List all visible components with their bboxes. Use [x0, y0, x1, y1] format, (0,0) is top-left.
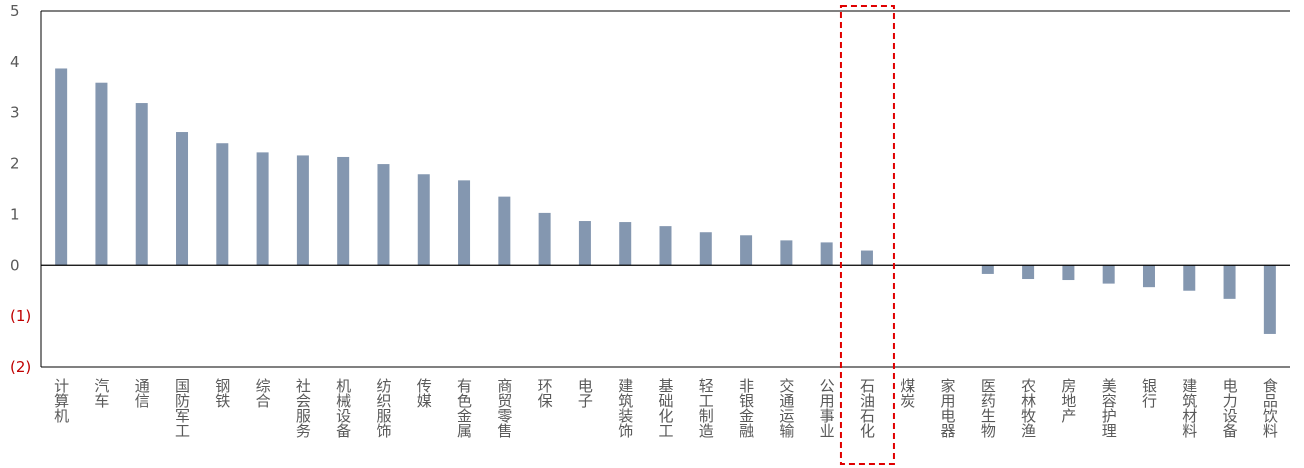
bar-环保 — [538, 212, 551, 266]
bar-美容护理 — [1102, 265, 1115, 284]
y-tick-label: (2) — [10, 358, 31, 376]
x-tick-label: 通信 — [133, 378, 151, 408]
x-tick-label: 电子 — [576, 378, 594, 408]
x-tick-label: 银行 — [1140, 378, 1158, 409]
x-tick-label: 钢铁 — [213, 378, 231, 408]
y-tick-label: (1) — [10, 307, 31, 325]
x-tick-label: 传媒 — [415, 378, 433, 408]
bar-农林牧渔 — [1022, 265, 1035, 280]
bar-社会服务 — [296, 155, 309, 266]
x-tick-label: 环保 — [536, 378, 554, 408]
x-tick-label: 汽车 — [92, 378, 110, 408]
x-tick-label: 交通运输 — [777, 377, 795, 438]
x-tick-label: 石油石化 — [858, 378, 876, 438]
bar-计算机 — [55, 68, 68, 266]
x-tick-label: 非银金融 — [737, 378, 755, 438]
y-axis-tick-labels: 5 4 3 2 1 0 (1) (2) — [10, 2, 31, 376]
x-tick-label: 计算机 — [52, 378, 70, 424]
bar-轻工制造 — [699, 232, 712, 266]
bar-医药生物 — [981, 265, 994, 274]
y-tick-label: 5 — [10, 2, 20, 20]
x-tick-label: 农林牧渔 — [1019, 378, 1037, 438]
bar-机械设备 — [337, 156, 350, 266]
bar-钢铁 — [216, 143, 229, 266]
bar-交通运输 — [780, 240, 793, 266]
bar-建筑材料 — [1183, 265, 1196, 291]
x-tick-label: 家用电器 — [939, 378, 957, 438]
bar-商贸零售 — [498, 196, 511, 266]
x-tick-label: 电力设备 — [1221, 378, 1239, 438]
y-tick-label: 3 — [10, 104, 20, 122]
y-tick-label: 4 — [10, 53, 20, 71]
bar-房地产 — [1062, 265, 1075, 281]
x-tick-label: 美容护理 — [1100, 378, 1118, 438]
x-tick-label: 轻工制造 — [697, 378, 715, 439]
x-tick-label: 建筑装饰 — [616, 378, 634, 438]
y-tick-label: 0 — [10, 256, 20, 274]
bar-建筑装饰 — [619, 222, 632, 266]
bar-非银金融 — [740, 235, 753, 266]
bar-银行 — [1142, 265, 1155, 288]
bar-传媒 — [417, 174, 430, 266]
bar-公用事业 — [820, 242, 833, 266]
x-tick-label: 医药生物 — [979, 378, 997, 439]
y-tick-label: 2 — [10, 155, 20, 173]
bar-电子 — [578, 221, 591, 266]
x-tick-label: 纺织服饰 — [374, 378, 392, 438]
y-tick-label: 1 — [10, 205, 20, 223]
x-tick-label: 食品饮料 — [1261, 378, 1279, 438]
x-tick-label: 机械设备 — [334, 378, 352, 438]
x-tick-label: 煤炭 — [898, 378, 916, 408]
bar-电力设备 — [1223, 265, 1236, 299]
x-tick-label: 建筑材料 — [1180, 378, 1198, 438]
x-tick-label: 有色金属 — [455, 378, 473, 438]
highlight-box — [839, 5, 895, 465]
x-axis-tick-labels: 计算机 汽车 通信 国防军工 钢铁 综合 社会服务 机械设备 纺织服饰 传媒 有色金属 商贸零售 环保电… — [52, 377, 1279, 439]
bar-石油石化 — [860, 250, 873, 266]
bar-纺织服饰 — [377, 164, 390, 266]
bar-食品饮料 — [1263, 265, 1276, 334]
x-tick-label: 商贸零售 — [495, 378, 513, 438]
x-tick-label: 基础化工 — [657, 378, 675, 438]
bar-国防军工 — [176, 132, 189, 266]
bar-通信 — [135, 103, 148, 266]
bar-基础化工 — [659, 226, 672, 266]
bar-汽车 — [95, 82, 108, 266]
bar-有色金属 — [458, 180, 471, 266]
bar-综合 — [256, 152, 269, 266]
x-tick-label: 社会服务 — [294, 378, 312, 439]
x-tick-label: 综合 — [254, 378, 272, 408]
x-tick-label: 国防军工 — [173, 378, 191, 438]
x-tick-label: 房地产 — [1059, 378, 1077, 423]
x-tick-label: 公用事业 — [818, 378, 836, 438]
bar-series — [55, 68, 1276, 334]
